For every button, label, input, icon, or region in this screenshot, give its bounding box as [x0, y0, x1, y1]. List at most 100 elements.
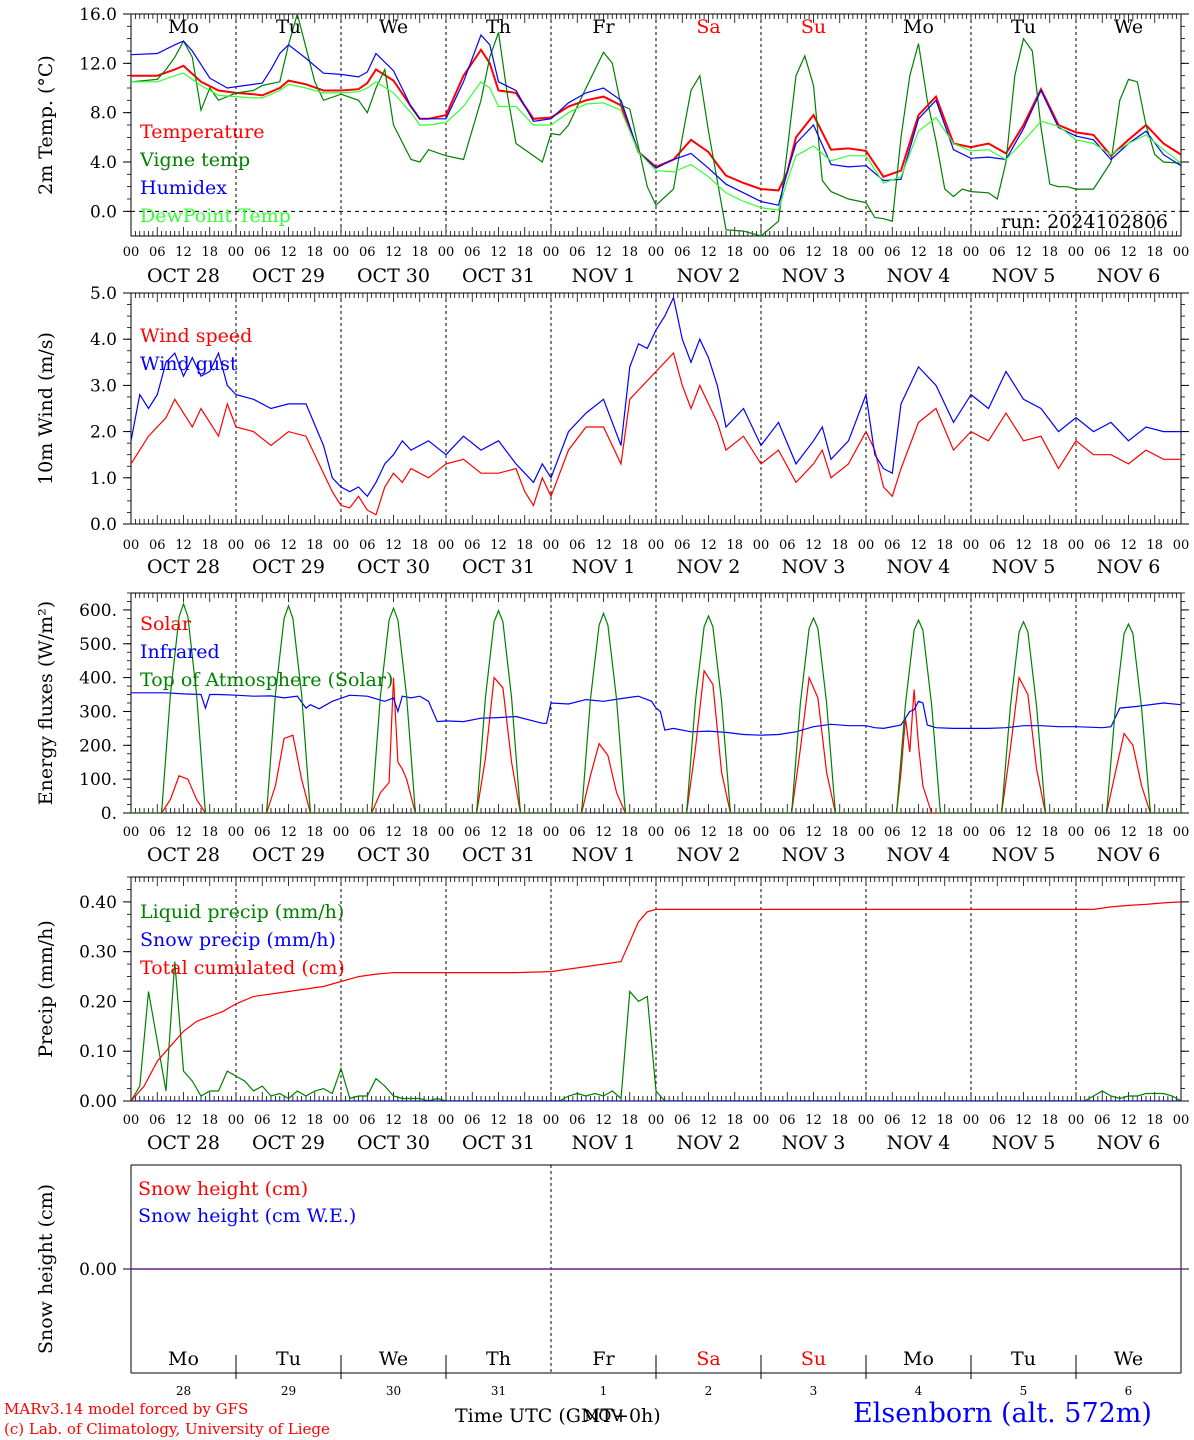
hour-tick-label: 12: [910, 245, 927, 260]
hour-tick-label: 18: [411, 538, 428, 553]
hour-tick-label: 00: [228, 825, 245, 840]
date-label: NOV 6: [1097, 556, 1161, 578]
date-label: OCT 29: [252, 1132, 325, 1154]
panel-4: 00 06 12 18 00 06 12 18 00 06 12 18 00 06 12 18 00 06 12 18…: [35, 876, 1189, 1154]
hour-tick-label: 18: [1041, 1113, 1058, 1128]
y-tick-label: 0.0: [90, 202, 117, 222]
hour-tick-label: 06: [569, 825, 586, 840]
date-label: NOV 1: [572, 844, 636, 866]
model-credit: MARv3.14 model forced by GFS: [4, 1400, 249, 1418]
date-label: NOV 3: [782, 1132, 846, 1154]
date-label: NOV 2: [677, 844, 741, 866]
hour-tick-label: 12: [805, 538, 822, 553]
y-axis-label: 2m Temp. (°C): [35, 55, 57, 195]
hour-tick-label: 00: [963, 1113, 980, 1128]
day-number: 4: [915, 1384, 923, 1398]
series-line-vigne-temp: [131, 14, 1181, 236]
y-tick-label: 4.0: [90, 330, 117, 350]
hour-tick-label: 06: [149, 538, 166, 553]
hour-tick-label: 12: [805, 1113, 822, 1128]
date-label: OCT 28: [147, 844, 220, 866]
date-label: NOV 6: [1097, 1132, 1161, 1154]
hour-tick-label: 00: [543, 245, 560, 260]
hour-tick-label: 06: [464, 1113, 481, 1128]
y-axis-label: 10m Wind (m/s): [35, 332, 57, 485]
date-label: NOV 6: [1097, 265, 1161, 287]
hour-tick-label: 06: [989, 825, 1006, 840]
date-label: OCT 30: [357, 1132, 430, 1154]
hour-tick-label: 18: [1146, 538, 1163, 553]
y-tick-label: 0.40: [79, 893, 117, 913]
series-line-dewpoint-temp: [131, 72, 1181, 211]
hour-tick-label: 00: [123, 245, 140, 260]
hour-tick-label: 06: [569, 538, 586, 553]
hour-tick-label: 18: [831, 1113, 848, 1128]
hour-tick-label: 06: [1094, 1113, 1111, 1128]
hour-tick-label: 12: [490, 825, 507, 840]
weekday-label: Mo: [168, 16, 199, 38]
date-label: OCT 29: [252, 556, 325, 578]
hour-tick-label: 12: [700, 538, 717, 553]
date-label: OCT 28: [147, 265, 220, 287]
date-label: NOV 5: [992, 844, 1056, 866]
y-tick-label: 600.: [79, 601, 117, 621]
hour-tick-label: 12: [805, 245, 822, 260]
hour-tick-label: 00: [648, 1113, 665, 1128]
hour-tick-label: 18: [516, 825, 533, 840]
hour-tick-label: 12: [1015, 1113, 1032, 1128]
hour-tick-label: 00: [333, 825, 350, 840]
hour-tick-label: 12: [385, 1113, 402, 1128]
legend-entry: Liquid precip (mm/h): [140, 901, 344, 923]
hour-tick-label: 12: [700, 825, 717, 840]
hour-tick-label: 06: [779, 1113, 796, 1128]
weekday-label: Sa: [696, 1348, 720, 1370]
weekday-label: We: [379, 1348, 408, 1370]
hour-tick-label: 00: [753, 825, 770, 840]
hour-tick-label: 18: [621, 538, 638, 553]
weekday-label: We: [1114, 16, 1143, 38]
hour-tick-label: 18: [411, 825, 428, 840]
date-label: OCT 30: [357, 556, 430, 578]
legend-entry: Infrared: [140, 641, 220, 663]
legend-entry: Wind speed: [140, 325, 252, 347]
weekday-label: Mo: [903, 1348, 934, 1370]
hour-tick-label: 06: [254, 1113, 271, 1128]
hour-tick-label: 18: [516, 538, 533, 553]
date-label: NOV 5: [992, 265, 1056, 287]
hour-tick-label: 00: [648, 538, 665, 553]
hour-tick-label: 12: [280, 825, 297, 840]
y-tick-label: 5.0: [90, 284, 117, 304]
hour-tick-label: 12: [175, 538, 192, 553]
day-number: 5: [1020, 1384, 1028, 1398]
hour-tick-label: 18: [1146, 245, 1163, 260]
day-number: 29: [281, 1384, 296, 1398]
month-label: NOV: [584, 1406, 623, 1425]
hour-tick-label: 06: [1094, 538, 1111, 553]
hour-tick-label: 18: [306, 825, 323, 840]
legend-entry: Vigne temp: [139, 149, 250, 171]
y-tick-label: 0.: [101, 804, 117, 824]
hour-tick-label: 18: [201, 825, 218, 840]
hour-tick-label: 00: [1068, 245, 1085, 260]
hour-tick-label: 00: [1173, 538, 1190, 553]
hour-tick-label: 12: [385, 538, 402, 553]
date-label: OCT 30: [357, 844, 430, 866]
date-label: OCT 29: [252, 265, 325, 287]
hour-tick-label: 00: [858, 825, 875, 840]
hour-tick-label: 12: [910, 1113, 927, 1128]
hour-tick-label: 06: [989, 538, 1006, 553]
y-tick-label: 0.10: [79, 1042, 117, 1062]
hour-tick-label: 12: [175, 245, 192, 260]
date-label: OCT 30: [357, 265, 430, 287]
hour-tick-label: 18: [1146, 1113, 1163, 1128]
y-tick-label: 0.30: [79, 943, 117, 963]
y-tick-label: 12.0: [79, 54, 117, 74]
hour-tick-label: 12: [910, 538, 927, 553]
series-line-infrared: [131, 692, 1181, 736]
panel-5: 0.00 Snow height (cm) Snow height (cm) Snow…: [35, 1164, 1189, 1425]
hour-tick-label: 18: [936, 245, 953, 260]
x-axis-title: Time UTC (GMT+0h): [455, 1405, 661, 1427]
hour-tick-label: 06: [674, 825, 691, 840]
hour-tick-label: 00: [123, 1113, 140, 1128]
